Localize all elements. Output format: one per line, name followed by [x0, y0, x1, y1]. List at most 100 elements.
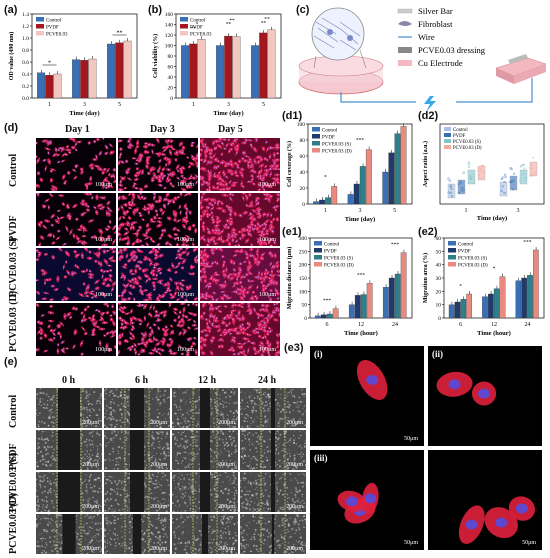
y-tick-label: 1.2: [22, 24, 29, 30]
grid-e-col-4: 24 h: [258, 375, 277, 386]
bar: [319, 199, 325, 205]
y-tick-label: 40: [436, 263, 442, 269]
legend-swatch: [36, 24, 44, 29]
fluorescence-image: 100μm: [118, 138, 198, 191]
legend-label: PCVE0.03 (D): [322, 150, 352, 155]
legend-label: PVDF: [46, 26, 59, 31]
fluorescence-image: 100μm: [118, 193, 198, 246]
legend-swatch: [444, 139, 451, 143]
bar: [224, 35, 233, 99]
y-tick-label: 20: [300, 186, 306, 192]
fluorescence-image: 100μm: [36, 248, 116, 301]
data-point: [462, 171, 465, 174]
legend-swatch: [314, 255, 322, 260]
data-point: [450, 187, 453, 191]
legend-label: PVDF: [190, 26, 203, 31]
x-axis-label: Time (day): [213, 110, 243, 117]
scale-bar-label: 200μm: [218, 504, 235, 510]
data-point: [447, 177, 450, 180]
data-point: [513, 172, 516, 175]
y-tick-label: 20: [168, 86, 174, 92]
grid-d-col-2: Day 3: [150, 124, 175, 135]
scale-bar-label: 100μm: [95, 347, 112, 353]
cell-panel-label: (i): [314, 349, 323, 359]
data-point: [449, 185, 452, 188]
label-d1: (d1): [282, 110, 303, 122]
significance-mark: **: [226, 22, 232, 28]
legend-label: Control: [190, 19, 206, 24]
data-point: [531, 173, 535, 176]
y-tick-label: 80: [168, 54, 174, 60]
scale-bar-label: 200μm: [286, 420, 303, 426]
label-e1: (e1): [282, 226, 302, 238]
y-tick-label: 40: [168, 75, 174, 81]
x-tick-label: 3: [517, 208, 520, 214]
data-point: [519, 179, 522, 182]
legend-swatch: [444, 145, 451, 149]
data-point: [449, 184, 453, 187]
y-tick-label: 1.4: [22, 12, 29, 18]
x-tick-label: 1: [192, 102, 195, 108]
lightning-icon: [424, 96, 436, 112]
data-point: [457, 191, 461, 194]
scale-bar-label: 200μm: [82, 462, 99, 468]
bar: [80, 60, 89, 99]
data-point: [529, 174, 532, 177]
fluorescence-image: 100μm: [200, 138, 280, 191]
fluorescence-image: 100μm: [36, 138, 116, 191]
significance-mark: ***: [391, 242, 400, 248]
data-point: [509, 167, 512, 170]
migration-image: 200μm: [104, 472, 170, 512]
legend-swatch: [180, 17, 188, 22]
scale-bar-label: 200μm: [82, 504, 99, 510]
data-point: [469, 177, 472, 180]
schematic-c: Silver Bar Fibroblast Wire PCVE0.03 dres…: [298, 6, 547, 112]
scale-bar-label: 200μm: [218, 420, 235, 426]
box: [447, 183, 456, 199]
grid-e-row-label: PCVE0.03 (D): [8, 492, 19, 554]
grid-e-col-1: 0 h: [62, 375, 76, 386]
box: [499, 181, 508, 197]
scale-bar-label: 100μm: [95, 182, 112, 188]
legend-swatch: [444, 127, 451, 131]
y-tick-label: 50: [436, 249, 442, 255]
migration-image: 200μm: [36, 430, 102, 470]
y-tick-label: 250: [299, 249, 308, 255]
label-e: (e): [4, 356, 18, 368]
legend-silver-bar: Silver Bar: [418, 6, 453, 16]
y-tick-label: 60: [168, 65, 174, 71]
legend-swatch: [312, 141, 320, 146]
data-point: [500, 189, 503, 192]
y-tick-label: 0.4: [22, 72, 29, 78]
y-tick-label: 40: [300, 170, 306, 176]
data-point: [468, 163, 471, 166]
bar: [388, 277, 395, 319]
significance-mark: **: [264, 16, 270, 22]
data-point: [469, 175, 472, 178]
migration-image: 200μm: [172, 430, 238, 470]
legend-swatch: [180, 24, 188, 29]
y-axis-label: Migration distance (μm): [286, 247, 293, 309]
legend-label: PCVE0.03 (D): [324, 264, 354, 269]
silver-bar-icon: [397, 8, 413, 14]
bar: [400, 252, 407, 319]
x-tick-label: 5: [262, 102, 265, 108]
data-point: [480, 164, 484, 167]
y-axis-label: OD value (490 nm): [8, 32, 15, 81]
cell-morphology-image: (iii) 50μm: [310, 450, 424, 550]
migration-image: 200μm: [104, 430, 170, 470]
scale-bar-label: 200μm: [286, 462, 303, 468]
significance-mark: *: [459, 283, 462, 289]
data-point: [530, 168, 533, 171]
bar: [366, 283, 373, 319]
scale-bar-label: 100μm: [177, 347, 194, 353]
data-point: [449, 191, 453, 194]
data-point: [523, 167, 526, 170]
label-b: (b): [148, 4, 163, 16]
bar: [382, 171, 389, 205]
grid-e-col-3: 12 h: [198, 375, 217, 386]
cell-morphology-image: (ii): [428, 346, 542, 446]
legend-swatch: [444, 133, 451, 137]
legend-label: PCVE0.03 (D): [453, 146, 482, 151]
x-tick-label: 5: [118, 102, 121, 108]
